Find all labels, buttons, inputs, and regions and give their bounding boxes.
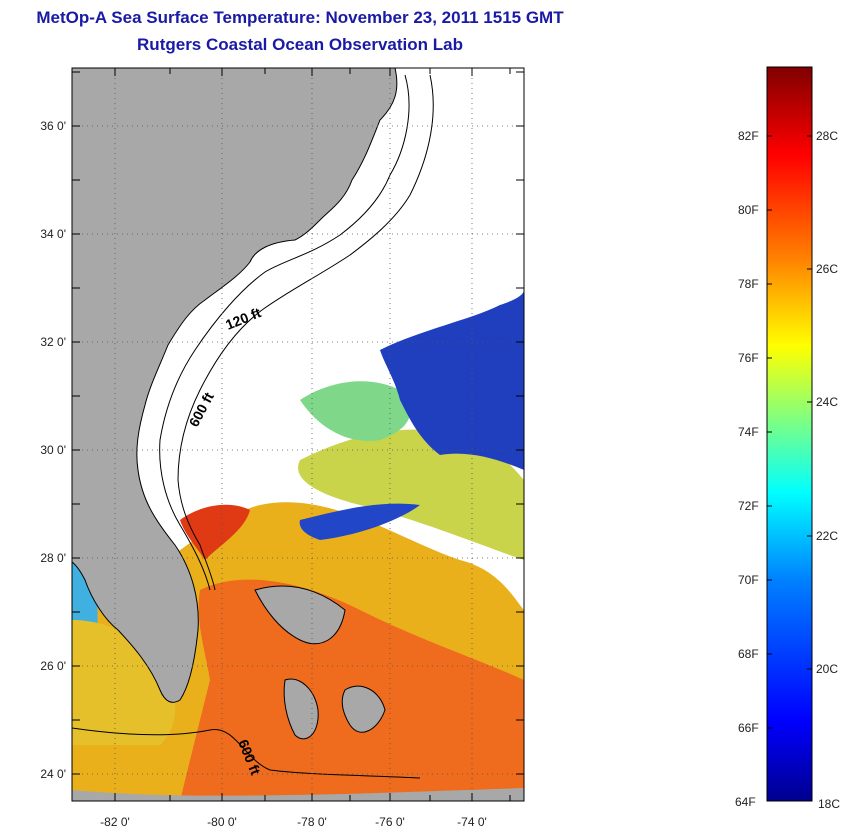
map-ticks: [72, 68, 524, 801]
colorbar-label-78f: 78F: [738, 277, 759, 291]
colorbar-label-80f: 80F: [738, 203, 759, 217]
lon-label-76: -76 0': [375, 815, 405, 829]
colorbar-ticks: [767, 135, 812, 729]
sst-cold-band: [380, 290, 524, 470]
colorbar-label-74f: 74F: [738, 425, 759, 439]
island-cuba: [72, 788, 524, 801]
lat-label-30: 30 0': [40, 443, 66, 457]
colorbar-label-26c: 26C: [816, 262, 839, 276]
contour-gulf: [72, 727, 421, 779]
colorbar-label-82f: 82F: [738, 129, 759, 143]
colorbar-label-70f: 70F: [738, 573, 759, 587]
lon-label-78: -78 0': [297, 815, 327, 829]
colorbar-label-76f: 76F: [738, 351, 759, 365]
colorbar-label-24c: 24C: [816, 395, 839, 409]
sst-cold-streak: [299, 503, 420, 540]
map-grid: [72, 68, 524, 801]
island-bahamas-andros: [283, 678, 319, 740]
sst-hot-streak: [180, 504, 250, 560]
lat-label-34: 34 0': [40, 227, 66, 241]
sst-mid-area: [298, 429, 524, 560]
lon-label-80: -80 0': [207, 815, 237, 829]
lat-label-36: 36 0': [40, 119, 66, 133]
lat-label-24: 24 0': [40, 767, 66, 781]
lon-label-82: -82 0': [100, 815, 130, 829]
contour-120ft: [159, 74, 410, 591]
lat-label-26: 26 0': [40, 659, 66, 673]
land-us-coast: [72, 68, 398, 703]
lat-label-28: 28 0': [40, 551, 66, 565]
map-subtitle: Rutgers Coastal Ocean Observation Lab: [137, 35, 463, 54]
sst-green-band: [300, 381, 411, 441]
sst-gulf-area: [72, 620, 176, 745]
island-bahamas-north: [254, 585, 346, 645]
contour-600ft: [177, 74, 434, 591]
lon-label-74: -74 0': [457, 815, 487, 829]
map-frame: [71, 67, 525, 802]
colorbar-label-66f: 66F: [738, 721, 759, 735]
colorbar-label-64f: 64F: [735, 795, 756, 809]
colorbar-label-72f: 72F: [738, 499, 759, 513]
lat-label-32: 32 0': [40, 335, 66, 349]
map-title: MetOp-A Sea Surface Temperature: Novembe…: [36, 8, 564, 27]
colorbar-label-28c: 28C: [816, 129, 839, 143]
colorbar-label-22c: 22C: [816, 529, 839, 543]
colorbar-label-18c: 18C: [818, 797, 841, 811]
colorbar-label-68f: 68F: [738, 647, 759, 661]
colorbar-label-20c: 20C: [816, 662, 839, 676]
colorbar-scale: [766, 66, 813, 802]
island-bahamas-east: [341, 685, 386, 733]
